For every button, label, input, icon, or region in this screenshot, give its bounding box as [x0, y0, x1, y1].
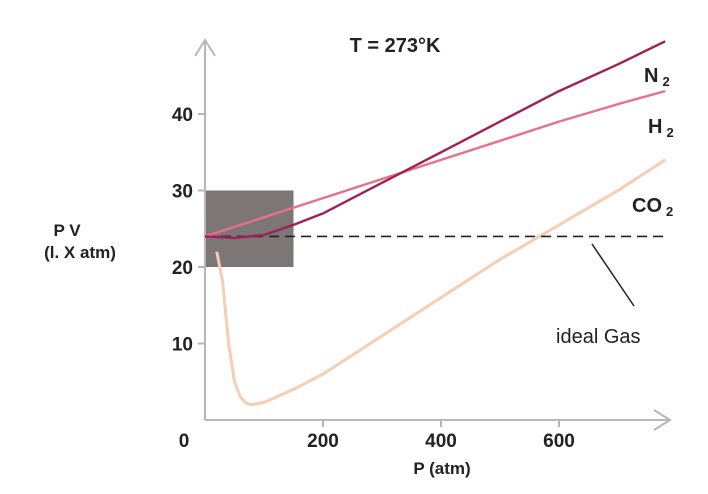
- axes: [194, 38, 672, 431]
- series-label-co2: CO 2: [632, 195, 673, 219]
- x-tick-label: 0: [179, 431, 190, 452]
- y-tick-label: 20: [172, 258, 193, 279]
- ideal-gas-leader-line: [591, 243, 635, 307]
- series-lines: [204, 40, 667, 407]
- x-tick-label: 200: [307, 431, 339, 452]
- series-labels: N 2 H 2 CO 2 ideal Gas: [556, 65, 674, 348]
- y-tick-label: 30: [172, 182, 193, 203]
- chart-title: T = 273°K: [350, 35, 441, 57]
- x-axis-label: P (atm): [413, 459, 470, 478]
- y-axis-arrow: [194, 38, 216, 57]
- series-line-h2: [204, 89, 666, 238]
- x-tick-label: 400: [425, 431, 457, 452]
- series-label-ideal-gas: ideal Gas: [556, 326, 641, 348]
- y-tick-label: 40: [172, 105, 193, 126]
- x-tick-label: 600: [543, 431, 575, 452]
- x-axis-arrow: [653, 409, 672, 431]
- y-axis-label-line1: P V: [53, 221, 81, 240]
- y-tick-label: 10: [172, 335, 193, 356]
- series-line-co2: [215, 158, 667, 407]
- series-line-n2: [204, 40, 666, 240]
- y-axis-label-line2: (l. X atm): [44, 243, 116, 262]
